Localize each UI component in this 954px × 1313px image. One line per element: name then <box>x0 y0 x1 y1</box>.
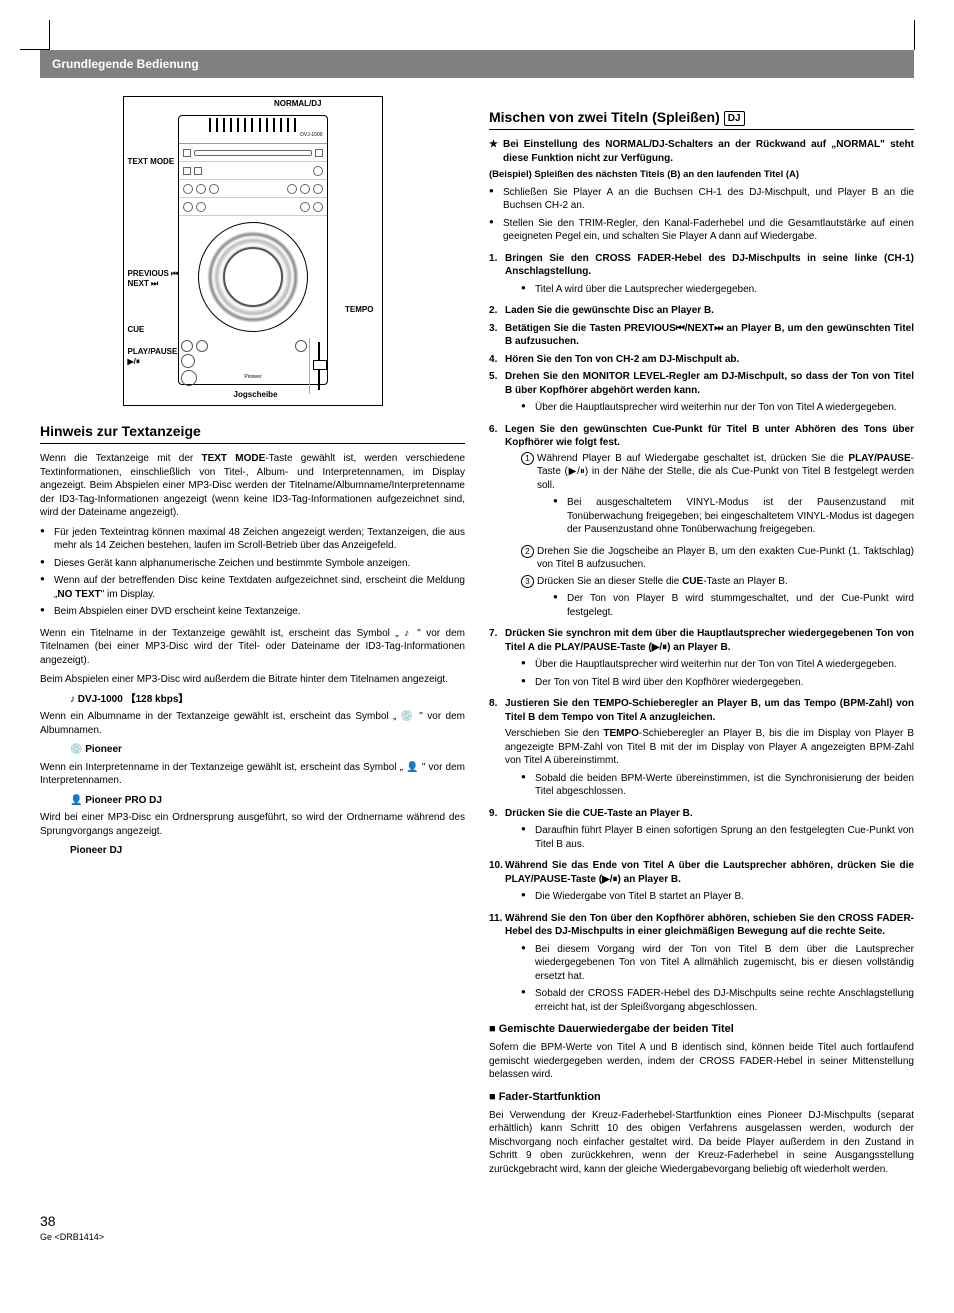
lbl-tempo: TEMPO <box>345 305 373 316</box>
text-p5: Wird bei einer MP3-Disc ein Ordnersprung… <box>40 811 465 838</box>
step-11-b1: Bei diesem Vorgang wird der Ton von Tite… <box>521 943 914 984</box>
step-7-b2: Der Ton von Titel B wird über den Kopfhö… <box>521 676 914 690</box>
text-p1: Wenn die Textanzeige mit der TEXT MODE-T… <box>40 452 465 520</box>
step-5-b: Über die Hauptlautsprecher wird weiterhi… <box>521 401 914 415</box>
text-p3: Wenn ein Albumname in der Textanzeige ge… <box>40 710 465 737</box>
example-4: Pioneer DJ <box>70 844 465 858</box>
lbl-normal-dj: NORMAL/DJ <box>274 99 322 110</box>
step-9: Drücken Sie die CUE-Taste an Player B. D… <box>489 807 914 852</box>
step-3: Betätigen Sie die Tasten PREVIOUS⏮/NEXT⏭… <box>489 322 914 349</box>
step-9-b: Daraufhin führt Player B einen sofortige… <box>521 824 914 851</box>
text-bullets: Für jeden Texteintrag können maximal 48 … <box>40 526 465 619</box>
step-10: Während Sie das Ende von Titel A über di… <box>489 859 914 904</box>
text-p2b: Beim Abspielen einer MP3-Disc wird außer… <box>40 673 465 687</box>
step-1: Bringen Sie den CROSS FADER-Hebel des DJ… <box>489 252 914 297</box>
beispiel-line: (Beispiel) Spleißen des nächsten Titels … <box>489 169 914 182</box>
bullet-2: Dieses Gerät kann alphanumerische Zeiche… <box>40 557 465 571</box>
step-7: Drücken Sie synchron mit dem über die Ha… <box>489 627 914 689</box>
text-p4: Wenn ein Interpretenname in der Textanze… <box>40 761 465 788</box>
right-column: Mischen von zwei Titeln (Spleißen)DJ Bei… <box>489 96 914 1182</box>
lbl-play-pause-sym: ▶/⏸ <box>128 357 140 368</box>
tempo-slider <box>309 338 327 394</box>
page-number: 38 <box>40 1212 914 1231</box>
step-10-b: Die Wiedergabe von Titel B startet an Pl… <box>521 890 914 904</box>
fader-text: Bei Verwendung der Kreuz-Faderhebel-Star… <box>489 1109 914 1177</box>
text-p2: Wenn ein Titelname in der Textanzeige ge… <box>40 627 465 668</box>
example-3: 👤 Pioneer PRO DJ <box>70 794 465 808</box>
step-4: Hören Sie den Ton von CH-2 am DJ-Mischpu… <box>489 353 914 367</box>
content-columns: NORMAL/DJ TEXT MODE PREVIOUS ⏮ NEXT ⏭ TE… <box>40 96 914 1182</box>
step-11: Während Sie den Ton über den Kopfhörer a… <box>489 912 914 1015</box>
page-header: Grundlegende Bedienung <box>40 50 914 78</box>
step-1-b: Titel A wird über die Lautsprecher wiede… <box>521 283 914 297</box>
step-6-c2: Drehen Sie die Jogscheibe an Player B, u… <box>521 545 914 572</box>
dj-badge-icon: DJ <box>724 111 745 127</box>
lbl-cue: CUE <box>128 325 145 336</box>
step-2: Laden Sie die gewünschte Disc an Player … <box>489 304 914 318</box>
step-6-c3-b: Der Ton von Player B wird stummgeschalte… <box>553 592 914 619</box>
example-2: 💿 Pioneer <box>70 743 465 757</box>
sub-heading-dauerwiedergabe: Gemischte Dauerwiedergabe der beiden Tit… <box>489 1022 914 1037</box>
step-6-c1: Während Player B auf Wiedergabe geschalt… <box>521 452 914 537</box>
lbl-next: NEXT ⏭ <box>128 279 159 290</box>
steps-list: Bringen Sie den CROSS FADER-Hebel des DJ… <box>489 252 914 1015</box>
bullet-3: Wenn auf der betreffenden Disc keine Tex… <box>40 574 465 601</box>
heading-mischen: Mischen von zwei Titeln (Spleißen)DJ <box>489 108 914 130</box>
bullet-1: Für jeden Texteintrag können maximal 48 … <box>40 526 465 553</box>
step-7-b1: Über die Hauptlautsprecher wird weiterhi… <box>521 658 914 672</box>
step-6-c1-b: Bei ausgeschaltetem VINYL-Modus ist der … <box>553 496 914 537</box>
example-1: ♪ DVJ-1000 【128 kbps】 <box>70 693 465 707</box>
page-footer: 38 Ge <DRB1414> <box>40 1212 914 1243</box>
star-note: Bei Einstellung des NORMAL/DJ-Schalters … <box>489 138 914 165</box>
left-column: NORMAL/DJ TEXT MODE PREVIOUS ⏮ NEXT ⏭ TE… <box>40 96 465 1182</box>
step-5: Drehen Sie den MONITOR LEVEL-Regler am D… <box>489 370 914 415</box>
heading-textanzeige: Hinweis zur Textanzeige <box>40 422 465 444</box>
bullet-4: Beim Abspielen einer DVD erscheint keine… <box>40 605 465 619</box>
dauer-text: Sofern die BPM-Werte von Titel A und B i… <box>489 1041 914 1082</box>
lbl-text-mode: TEXT MODE <box>128 157 175 168</box>
device-diagram: NORMAL/DJ TEXT MODE PREVIOUS ⏮ NEXT ⏭ TE… <box>123 96 383 406</box>
doc-reference: Ge <DRB1414> <box>40 1231 914 1243</box>
step-8: Justieren Sie den TEMPO-Schieberegler an… <box>489 697 914 799</box>
device-body: DVJ-1000 Pioneer <box>178 115 328 385</box>
step-6-c3: Drücken Sie an dieser Stelle die CUE-Tas… <box>521 575 914 620</box>
sub-heading-fader: Fader-Startfunktion <box>489 1090 914 1105</box>
pre-1: Schließen Sie Player A an die Buchsen CH… <box>489 186 914 213</box>
step-8-b: Sobald die beiden BPM-Werte übereinstimm… <box>521 772 914 799</box>
pre-2: Stellen Sie den TRIM-Regler, den Kanal-F… <box>489 217 914 244</box>
lbl-model: DVJ-1000 <box>300 132 322 139</box>
pre-bullets: Schließen Sie Player A an die Buchsen CH… <box>489 186 914 244</box>
step-6: Legen Sie den gewünschten Cue-Punkt für … <box>489 423 914 620</box>
jog-wheel <box>198 222 308 332</box>
step-11-b2: Sobald der CROSS FADER-Hebel des DJ-Misc… <box>521 987 914 1014</box>
